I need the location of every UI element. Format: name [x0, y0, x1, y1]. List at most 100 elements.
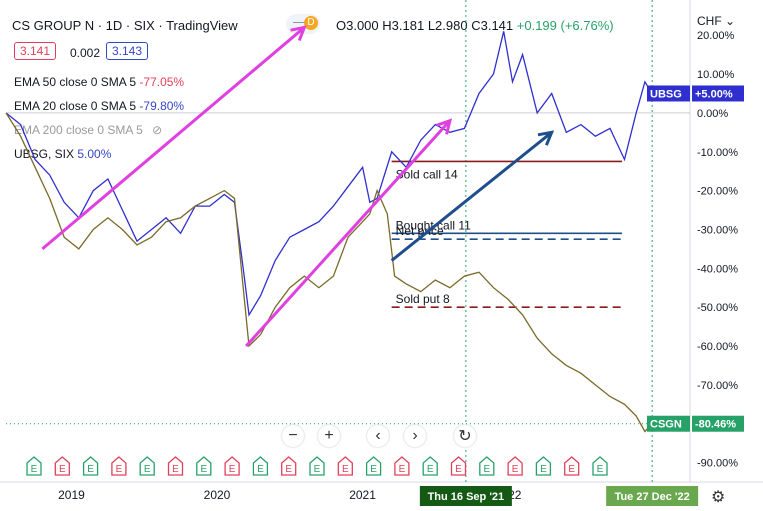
series-value-tag	[692, 85, 744, 102]
earnings-marker-label: E	[427, 464, 434, 475]
date-marker-label: Thu 16 Sep '21	[428, 491, 505, 503]
trend-arrow	[245, 119, 451, 348]
earnings-marker[interactable]	[394, 456, 410, 476]
y-tick-label: -60.00%	[697, 341, 738, 353]
earnings-marker[interactable]	[479, 456, 495, 476]
earnings-marker-label: E	[568, 464, 575, 475]
indicator-value: -79.80%	[139, 99, 185, 113]
currency-selector[interactable]: CHF ⌄	[697, 14, 735, 28]
indicator-label: UBSG, SIX	[14, 147, 75, 161]
earnings-marker[interactable]	[252, 456, 269, 476]
scroll-left-button[interactable]: ‹	[367, 425, 389, 447]
y-tick-label: 10.00%	[697, 69, 735, 81]
dividend-icon: D	[304, 16, 318, 30]
earnings-marker-label: E	[540, 464, 547, 475]
trend-arrow	[390, 131, 553, 262]
indicator-ema50[interactable]: EMA 50 close 0 SMA 5 -77.05%	[14, 75, 184, 89]
earnings-marker-label: E	[483, 464, 490, 475]
option-level-label: Sold call 14	[396, 167, 458, 181]
ohlc-close: C3.141	[471, 18, 514, 33]
series-value-label: -80.46%	[695, 419, 736, 431]
x-tick-label: 2020	[204, 488, 231, 502]
earnings-marker[interactable]	[337, 456, 353, 476]
earnings-marker-label: E	[597, 464, 604, 475]
minus-icon: —	[293, 14, 306, 29]
earnings-marker[interactable]	[535, 456, 552, 476]
earnings-marker[interactable]	[111, 456, 127, 476]
earnings-marker[interactable]	[139, 456, 155, 476]
gear-icon[interactable]: ⚙	[711, 489, 726, 506]
sell-button[interactable]: 3.141	[14, 42, 57, 60]
series-name-label: CSGN	[650, 419, 682, 431]
earnings-marker[interactable]	[592, 456, 608, 476]
date-marker-tag	[606, 486, 699, 506]
zoom-in-button[interactable]: +	[318, 425, 340, 447]
trend-arrow-head	[436, 118, 453, 135]
earnings-marker[interactable]	[450, 456, 467, 476]
indicator-value: 5.00%	[77, 147, 112, 161]
indicator-label: EMA 20 close 0 SMA 5	[14, 99, 137, 113]
earnings-marker-label: E	[314, 464, 321, 475]
series-line-csgn	[5, 112, 653, 433]
earnings-marker-label: E	[59, 464, 66, 475]
date-marker-tag	[419, 486, 512, 506]
indicator-label: EMA 50 close 0 SMA 5	[14, 75, 137, 89]
series-value-label: +5.00%	[695, 88, 733, 100]
chevron-down-icon: ⌄	[725, 14, 736, 28]
earnings-marker-label: E	[144, 464, 151, 475]
ohlc-change: +0.199 (+6.76%)	[516, 18, 614, 33]
earnings-marker[interactable]	[54, 456, 70, 476]
earnings-marker[interactable]	[365, 456, 382, 476]
symbol-title[interactable]: CS GROUP N · 1D · SIX · TradingView	[12, 18, 238, 33]
earnings-marker-label: E	[87, 464, 94, 475]
indicator-ema20[interactable]: EMA 20 close 0 SMA 5 -79.80%	[14, 99, 184, 113]
ohlc-readout: O3.000 H3.181 L2.980 C3.141 +0.199 (+6.7…	[336, 18, 614, 33]
earnings-marker-label: E	[512, 464, 519, 475]
indicator-value: -77.05%	[139, 75, 185, 89]
buy-button[interactable]: 3.143	[106, 42, 149, 60]
trend-arrow-head	[290, 25, 307, 42]
eye-off-icon[interactable]: ⊘	[152, 123, 163, 137]
series-value-tag	[692, 415, 744, 432]
x-tick-label: 2019	[58, 488, 85, 502]
zoom-out-button[interactable]: −	[282, 425, 304, 447]
y-tick-label: -10.00%	[697, 147, 738, 159]
series-line-ubsg	[5, 31, 653, 317]
ohlc-high: H3.181	[382, 18, 425, 33]
indicator-label: EMA 200 close 0 SMA 5	[14, 123, 143, 137]
earnings-marker-label: E	[257, 464, 264, 475]
y-tick-label: -30.00%	[697, 224, 738, 236]
x-tick-label: 2021	[349, 488, 376, 502]
earnings-marker[interactable]	[26, 456, 42, 476]
earnings-marker[interactable]	[167, 456, 184, 476]
compare-ubsg[interactable]: UBSG, SIX 5.00%	[14, 147, 111, 161]
earnings-marker[interactable]	[309, 456, 325, 476]
reset-chart-button[interactable]: ↻	[454, 425, 476, 447]
spread-value: 0.002	[70, 46, 101, 60]
scroll-right-button[interactable]: ›	[404, 425, 426, 447]
earnings-marker[interactable]	[564, 456, 580, 476]
earnings-marker[interactable]	[281, 456, 297, 476]
earnings-marker-label: E	[116, 464, 123, 475]
y-tick-label: 0.00%	[697, 108, 728, 120]
y-tick-label: -40.00%	[697, 263, 738, 275]
session-toggle[interactable]: — D	[286, 14, 320, 34]
earnings-marker[interactable]	[422, 456, 438, 476]
earnings-marker[interactable]	[196, 456, 212, 476]
currency-label: CHF	[697, 14, 722, 28]
indicator-ema200[interactable]: EMA 200 close 0 SMA 5 ⊘	[14, 123, 162, 137]
date-marker-label: Tue 27 Dec '22	[615, 491, 690, 503]
ohlc-open: O3.000	[336, 18, 379, 33]
series-name-tag	[647, 85, 690, 102]
ohlc-low: L2.980	[427, 18, 468, 33]
earnings-marker[interactable]	[507, 456, 523, 476]
y-tick-label: 20.00%	[697, 30, 735, 42]
earnings-marker-label: E	[455, 464, 462, 475]
earnings-marker[interactable]	[82, 456, 99, 476]
earnings-marker-label: E	[399, 464, 406, 475]
earnings-marker-label: E	[342, 464, 349, 475]
earnings-marker[interactable]	[224, 456, 240, 476]
earnings-marker-label: E	[31, 464, 38, 475]
